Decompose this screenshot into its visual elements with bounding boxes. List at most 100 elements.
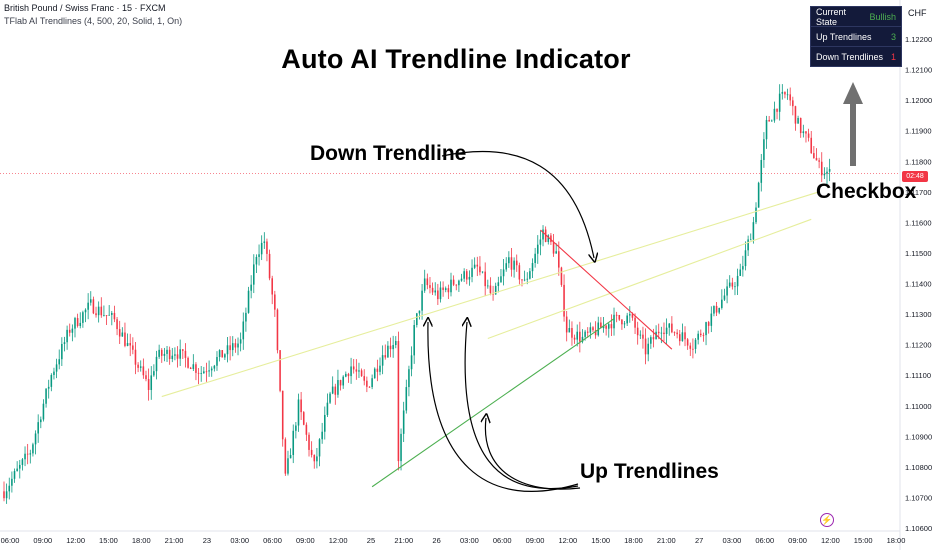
candle-body <box>631 314 634 318</box>
candle <box>200 365 202 382</box>
candle <box>363 369 366 386</box>
price-tick-label: 1.10900 <box>905 432 932 441</box>
candle-body <box>726 286 728 296</box>
candle <box>510 248 513 277</box>
candle <box>394 336 397 349</box>
candle <box>450 272 452 297</box>
candle-body <box>58 359 61 365</box>
candle <box>744 241 747 271</box>
candle-body <box>352 366 355 370</box>
candle <box>111 310 113 326</box>
candle <box>379 357 381 376</box>
candle-body <box>728 282 731 287</box>
candle <box>187 356 189 369</box>
candle-body <box>355 369 358 372</box>
candle <box>258 244 260 266</box>
candle <box>32 442 34 457</box>
candle-body <box>53 371 55 375</box>
indicator-legend[interactable]: TFlab AI Trendlines (4, 500, 20, Solid, … <box>4 16 183 26</box>
currency-label[interactable]: CHF <box>908 8 927 18</box>
candle-body <box>597 322 600 336</box>
candle <box>815 148 818 161</box>
state-row-down: Down Trendlines 1 <box>811 47 901 66</box>
candle <box>576 324 579 347</box>
candle <box>61 337 63 366</box>
candle <box>505 257 508 272</box>
candle-body <box>660 332 663 334</box>
candle <box>389 337 392 358</box>
candle <box>676 329 678 339</box>
candle <box>147 368 150 401</box>
candle-body <box>345 373 347 377</box>
candle-body <box>137 364 139 368</box>
candle <box>71 324 74 342</box>
time-tick-label: 18:00 <box>887 536 906 545</box>
candle <box>571 321 573 346</box>
candle <box>213 364 216 372</box>
candle <box>481 271 484 274</box>
candle <box>66 325 68 350</box>
lightning-icon[interactable]: ⚡ <box>820 513 834 527</box>
candle-body <box>210 368 213 371</box>
up-trendline <box>487 218 812 340</box>
candle <box>621 318 623 330</box>
candle-body <box>605 325 607 329</box>
candle-body <box>626 315 628 324</box>
candle-body <box>550 235 552 243</box>
candle-body <box>734 286 736 288</box>
candle <box>602 316 605 333</box>
candle-body <box>784 91 786 95</box>
candle <box>87 293 89 320</box>
candle <box>678 329 681 346</box>
candle-body <box>189 367 192 369</box>
candle <box>776 108 778 120</box>
candle <box>784 91 786 99</box>
candle-body <box>316 456 318 462</box>
candle <box>810 130 813 155</box>
symbol-title[interactable]: British Pound / Swiss Franc · 15 · FXCM <box>4 3 166 13</box>
candle <box>458 279 460 292</box>
candle <box>697 330 699 345</box>
candle <box>316 447 318 469</box>
candle <box>97 301 100 323</box>
candle <box>84 308 87 323</box>
candle-body <box>713 305 715 314</box>
time-tick-label: 12:00 <box>329 536 348 545</box>
candle-body <box>276 309 279 351</box>
candle <box>671 316 673 334</box>
candle-body <box>218 350 221 358</box>
state-table: Current State Bullish Up Trendlines 3 Do… <box>810 6 902 67</box>
candle <box>778 84 781 121</box>
candle <box>755 202 757 225</box>
candle <box>121 327 124 337</box>
candle-body <box>145 375 147 380</box>
candle-body <box>416 313 418 325</box>
candle-body <box>697 333 699 340</box>
candle-body <box>521 279 523 281</box>
candle-body <box>434 290 437 293</box>
candle-body <box>802 131 805 134</box>
candle-body <box>508 257 510 264</box>
candle <box>789 87 791 106</box>
candle-body <box>234 343 237 348</box>
candle <box>142 358 145 379</box>
candle <box>237 337 239 356</box>
candle-body <box>718 307 720 313</box>
candle <box>392 335 394 358</box>
candle-body <box>247 290 250 313</box>
time-tick-label: 15:00 <box>854 536 873 545</box>
candle <box>742 255 744 277</box>
candle <box>613 307 615 336</box>
candle-body <box>229 345 231 351</box>
candle <box>160 348 163 363</box>
candle-body <box>460 278 463 281</box>
candle-body <box>373 368 376 379</box>
price-tick-label: 1.11200 <box>905 341 932 350</box>
time-tick-label: 06:00 <box>263 536 282 545</box>
candle-body <box>8 485 11 492</box>
candle-body <box>663 332 665 335</box>
candle <box>797 115 799 124</box>
candle <box>63 336 66 352</box>
candle-body <box>129 343 132 346</box>
